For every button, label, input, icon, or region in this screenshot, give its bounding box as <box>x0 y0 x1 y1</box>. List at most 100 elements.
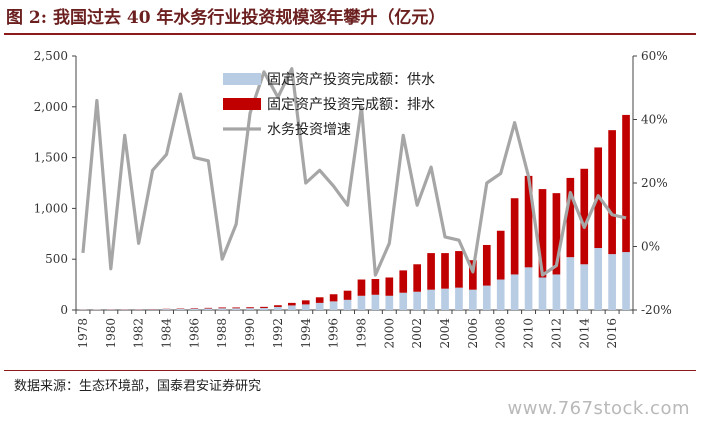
bar-supply <box>427 289 435 310</box>
bar-drainage <box>190 308 199 309</box>
y-right-tick-label: 0% <box>641 240 660 254</box>
bar-drainage <box>357 279 366 296</box>
bar-drainage <box>552 193 561 275</box>
x-tick-label: 2002 <box>410 318 424 349</box>
bar-supply <box>441 288 449 310</box>
bar-supply <box>148 309 157 310</box>
bar-drainage <box>496 230 505 280</box>
bar-supply <box>134 309 143 310</box>
bar-drainage <box>371 279 380 295</box>
bar-drainage <box>232 307 240 309</box>
bar-drainage <box>469 260 477 290</box>
bar-drainage <box>524 175 533 268</box>
y-left-tick-label: 1,000 <box>34 201 68 215</box>
bar-supply <box>482 285 491 310</box>
legend-label: 水务投资增速 <box>267 122 351 138</box>
bar-supply <box>260 307 268 310</box>
bar-drainage <box>580 168 589 265</box>
bar-supply <box>329 301 338 310</box>
x-tick-label: 1994 <box>299 318 313 349</box>
legend-swatch-supply <box>223 73 261 85</box>
bar-supply <box>371 294 380 310</box>
bar-supply <box>343 299 352 310</box>
legend-label: 固定资产投资完成额：供水 <box>267 72 435 88</box>
x-tick-label: 2012 <box>549 318 563 349</box>
bar-drainage <box>399 270 408 293</box>
x-tick-label: 2008 <box>494 318 508 349</box>
bar-supply <box>552 274 561 310</box>
bar-supply <box>608 254 616 310</box>
chart-line <box>81 67 627 277</box>
x-tick-label: 2004 <box>438 318 452 349</box>
investment-chart: 0 500 1,000 1,500 2,000 2,500 -20% 0% 20% 40% 60% 1… <box>34 49 672 349</box>
bar-supply <box>622 252 630 310</box>
x-tick-label: 1980 <box>104 318 118 349</box>
bar-supply <box>190 308 199 310</box>
bar-supply <box>566 257 575 310</box>
x-tick-label: 2000 <box>382 318 396 349</box>
bar-supply <box>357 295 366 310</box>
bar-drainage <box>385 277 394 296</box>
chart-bars <box>79 114 630 310</box>
bar-supply <box>288 305 296 310</box>
y-right-tick-label: 60% <box>641 49 668 63</box>
bar-drainage <box>608 130 616 255</box>
bar-drainage <box>510 198 519 275</box>
bar-supply <box>510 274 519 310</box>
bar-drainage <box>427 253 435 290</box>
x-tick-label: 1984 <box>160 318 174 349</box>
bar-supply <box>413 291 421 310</box>
bar-drainage <box>482 244 491 286</box>
bar-supply <box>469 289 477 310</box>
legend-label: 固定资产投资完成额：排水 <box>267 97 435 113</box>
figure-title: 图 2: 我国过去 40 年水务行业投资规模逐年攀升（亿元） <box>6 8 446 28</box>
bar-supply <box>385 295 394 310</box>
x-tick-label: 1992 <box>271 318 285 349</box>
y-left-tick-label: 0 <box>60 303 68 317</box>
bar-supply <box>524 267 533 310</box>
bar-drainage <box>455 251 463 288</box>
x-tick-label: 1978 <box>76 318 90 349</box>
bar-supply <box>580 264 589 310</box>
bar-drainage <box>260 306 268 308</box>
bar-drainage <box>301 300 310 305</box>
bar-drainage <box>538 189 547 278</box>
bar-supply <box>301 304 310 310</box>
title-rule <box>4 33 696 35</box>
bar-supply <box>106 309 115 310</box>
bar-drainage <box>315 297 324 303</box>
bar-drainage <box>441 253 449 289</box>
bar-drainage <box>218 307 227 309</box>
x-tick-label: 2006 <box>466 318 480 349</box>
bar-drainage <box>204 307 213 309</box>
bar-supply <box>538 277 547 310</box>
bar-supply <box>218 308 227 310</box>
x-tick-label: 1996 <box>327 318 341 349</box>
y-left-tick-label: 1,500 <box>34 151 68 165</box>
x-tick-label: 1986 <box>187 318 201 349</box>
bar-supply <box>204 308 213 310</box>
bar-drainage <box>288 302 296 306</box>
bar-drainage <box>343 290 352 300</box>
y-left-tick-label: 2,500 <box>34 49 68 63</box>
bar-supply <box>120 309 129 310</box>
x-tick-label: 2010 <box>522 318 536 349</box>
x-tick-label: 1990 <box>243 318 257 349</box>
footer-rule <box>4 370 696 371</box>
chart-axes: 0 500 1,000 1,500 2,000 2,500 -20% 0% 20% 40% 60% 1… <box>34 49 672 349</box>
x-tick-label: 1988 <box>215 318 229 349</box>
x-tick-label: 1982 <box>132 318 146 349</box>
bar-drainage <box>413 264 421 292</box>
growth-rate-line <box>81 67 627 277</box>
bar-supply <box>399 292 408 310</box>
y-right-tick-label: 40% <box>641 113 668 127</box>
y-right-tick-label: 20% <box>641 176 668 190</box>
bar-drainage <box>622 114 630 253</box>
y-right-tick-label: -20% <box>641 303 672 317</box>
data-source-note: 数据来源：生态环境部，国泰君安证券研究 <box>14 379 262 394</box>
bar-supply <box>315 302 324 310</box>
bar-supply <box>496 279 505 310</box>
bar-supply <box>162 309 171 310</box>
bar-supply <box>246 308 254 310</box>
